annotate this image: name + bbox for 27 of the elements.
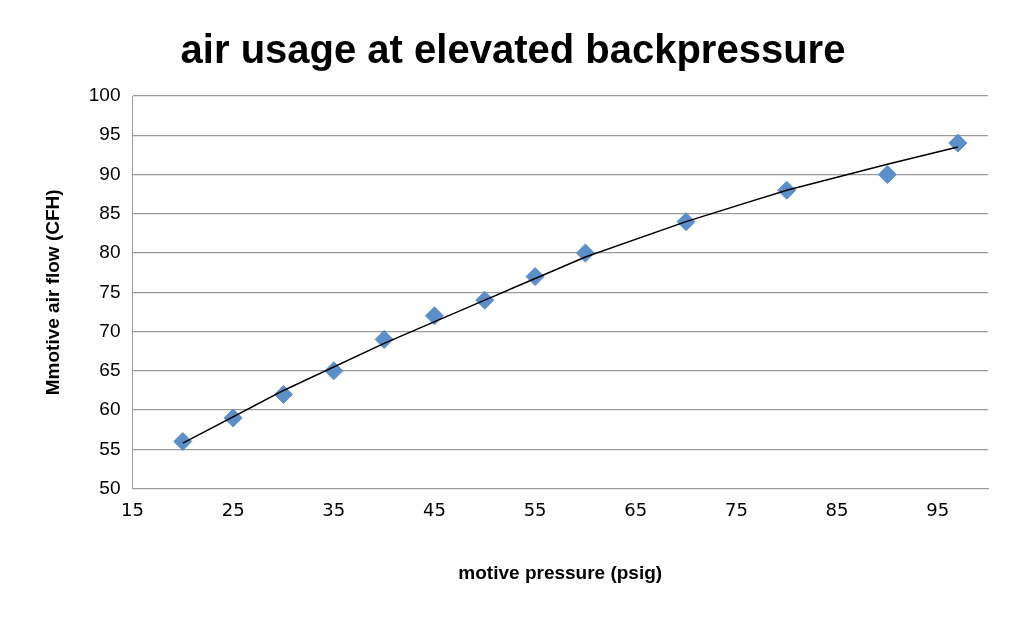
y-tick-label: 80 — [99, 241, 121, 263]
y-tick-label: 90 — [99, 162, 121, 184]
x-tick-label: 75 — [724, 499, 748, 521]
y-tick-label: 50 — [99, 476, 121, 498]
x-axis-title: motive pressure (psig) — [458, 561, 663, 583]
y-tick-label: 60 — [99, 398, 121, 420]
x-tick-label: 35 — [322, 499, 346, 521]
chart-title: air usage at elevated backpressure — [180, 27, 846, 72]
y-tick-label: 70 — [99, 319, 121, 341]
x-tick-label: 25 — [221, 499, 245, 521]
point — [424, 306, 444, 326]
y-tick-label: 65 — [99, 359, 121, 381]
point — [173, 431, 193, 451]
y-axis-title: Mmotive air flow (CFH) — [41, 189, 63, 396]
x-tick-label: 55 — [523, 499, 547, 521]
point — [877, 165, 897, 185]
x-tick-label: 45 — [422, 499, 446, 521]
x-tick-label: 15 — [121, 499, 144, 521]
y-tick-label: 75 — [99, 280, 121, 302]
x-tick-label: 85 — [825, 499, 849, 521]
y-tick-label: 95 — [99, 123, 121, 145]
x-tick-label: 95 — [926, 499, 950, 521]
y-tick-label: 55 — [99, 437, 121, 459]
point — [948, 133, 968, 153]
y-tick-label: 100 — [88, 84, 121, 106]
x-tick-label: 65 — [624, 499, 648, 521]
y-tick-label: 85 — [99, 202, 121, 224]
